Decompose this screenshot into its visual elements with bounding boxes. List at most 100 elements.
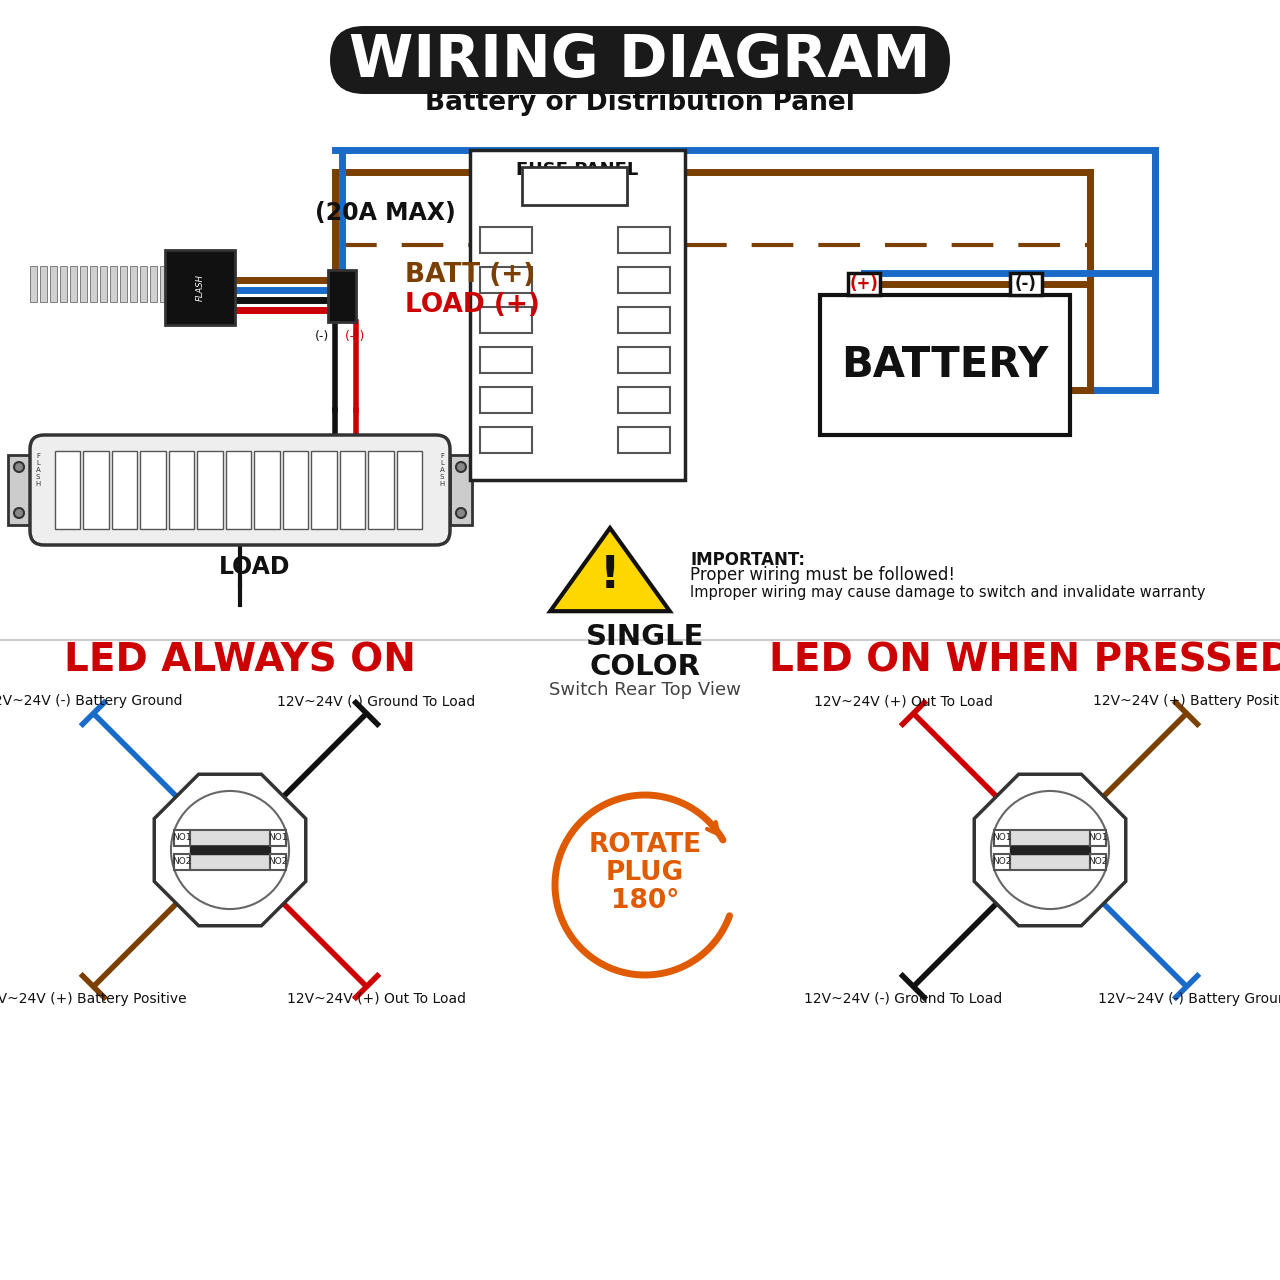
Bar xyxy=(270,829,285,846)
Bar xyxy=(111,451,137,529)
Bar xyxy=(480,268,532,293)
Bar xyxy=(1091,829,1106,846)
Bar xyxy=(328,270,356,323)
Bar xyxy=(100,266,108,302)
Bar xyxy=(160,266,166,302)
Bar xyxy=(189,846,270,854)
Text: (-): (-) xyxy=(315,330,329,343)
Bar xyxy=(1010,854,1091,870)
Text: LED ALWAYS ON: LED ALWAYS ON xyxy=(64,641,416,678)
Bar xyxy=(174,854,189,870)
Bar xyxy=(120,266,127,302)
Circle shape xyxy=(14,508,24,518)
Text: F
L
A
S
H: F L A S H xyxy=(36,453,41,486)
Circle shape xyxy=(456,508,466,518)
Bar xyxy=(283,451,308,529)
Bar xyxy=(150,266,157,302)
Bar xyxy=(369,451,393,529)
Text: NO2: NO2 xyxy=(1088,858,1107,867)
Text: BATT (+): BATT (+) xyxy=(404,262,535,288)
Text: 12V~24V (+) Out To Load: 12V~24V (+) Out To Load xyxy=(287,992,466,1006)
Bar xyxy=(50,266,58,302)
Text: 12V~24V (-) Ground To Load: 12V~24V (-) Ground To Load xyxy=(278,694,476,708)
Text: LOAD (+): LOAD (+) xyxy=(404,292,540,317)
Text: (20A MAX): (20A MAX) xyxy=(315,201,456,225)
Text: NO1: NO1 xyxy=(173,833,192,842)
Text: NO2: NO2 xyxy=(173,858,192,867)
Text: 12V~24V (-) Ground To Load: 12V~24V (-) Ground To Load xyxy=(804,992,1002,1006)
Bar xyxy=(618,428,669,453)
Text: FLASH: FLASH xyxy=(196,275,205,301)
Text: SINGLE
COLOR: SINGLE COLOR xyxy=(586,623,704,681)
Circle shape xyxy=(14,462,24,472)
Bar xyxy=(83,451,109,529)
Bar xyxy=(79,266,87,302)
Bar xyxy=(189,829,270,846)
Text: 12V~24V (-) Battery Ground: 12V~24V (-) Battery Ground xyxy=(0,694,182,708)
Bar xyxy=(311,451,337,529)
Text: 12V~24V (+) Battery Positive: 12V~24V (+) Battery Positive xyxy=(1093,694,1280,708)
Text: BATTERY: BATTERY xyxy=(841,344,1048,387)
Bar xyxy=(1091,854,1106,870)
Bar xyxy=(480,347,532,372)
Bar xyxy=(255,451,280,529)
Bar xyxy=(55,451,81,529)
Bar xyxy=(189,854,270,870)
Bar xyxy=(170,266,177,302)
Bar xyxy=(480,307,532,333)
Bar xyxy=(8,454,29,525)
Bar xyxy=(480,387,532,413)
Bar xyxy=(131,266,137,302)
Text: (+): (+) xyxy=(344,330,365,343)
Bar xyxy=(90,266,97,302)
Bar xyxy=(522,166,627,205)
Bar xyxy=(70,266,77,302)
Bar xyxy=(169,451,195,529)
Bar xyxy=(225,451,251,529)
Text: WIRING DIAGRAM: WIRING DIAGRAM xyxy=(349,32,931,88)
Text: ROTATE
PLUG
180°: ROTATE PLUG 180° xyxy=(589,832,701,914)
Bar xyxy=(480,428,532,453)
Bar xyxy=(165,250,236,325)
Bar xyxy=(140,266,147,302)
Text: NO1: NO1 xyxy=(269,833,288,842)
Bar xyxy=(110,266,116,302)
Text: NO2: NO2 xyxy=(269,858,288,867)
Text: Proper wiring must be followed!: Proper wiring must be followed! xyxy=(690,566,955,584)
Bar xyxy=(1010,846,1091,854)
Text: NO1: NO1 xyxy=(1088,833,1107,842)
Text: NO2: NO2 xyxy=(992,858,1011,867)
Bar xyxy=(480,227,532,253)
Text: LED ON WHEN PRESSED: LED ON WHEN PRESSED xyxy=(768,641,1280,678)
Text: Switch Rear Top View: Switch Rear Top View xyxy=(549,681,741,699)
Text: NO1: NO1 xyxy=(992,833,1011,842)
Polygon shape xyxy=(550,527,669,612)
Text: 12V~24V (+) Battery Positive: 12V~24V (+) Battery Positive xyxy=(0,992,187,1006)
Bar xyxy=(339,451,365,529)
Bar xyxy=(29,266,37,302)
Bar xyxy=(270,854,285,870)
Text: Improper wiring may cause damage to switch and invalidate warranty: Improper wiring may cause damage to swit… xyxy=(690,585,1206,599)
Text: Battery or Distribution Panel: Battery or Distribution Panel xyxy=(425,90,855,116)
Bar xyxy=(849,273,881,294)
Text: LOAD: LOAD xyxy=(219,556,291,579)
Bar xyxy=(995,829,1010,846)
Text: 12V~24V (-) Battery Ground: 12V~24V (-) Battery Ground xyxy=(1098,992,1280,1006)
Text: (+): (+) xyxy=(850,275,878,293)
Bar xyxy=(451,454,472,525)
Polygon shape xyxy=(974,774,1125,925)
Bar xyxy=(197,451,223,529)
Text: FUSE PANEL: FUSE PANEL xyxy=(516,161,639,179)
Bar xyxy=(397,451,422,529)
Bar xyxy=(618,227,669,253)
Bar xyxy=(618,347,669,372)
Text: (-): (-) xyxy=(1015,275,1037,293)
Text: 12V~24V (+) Out To Load: 12V~24V (+) Out To Load xyxy=(814,694,993,708)
Bar xyxy=(60,266,67,302)
Bar xyxy=(1010,273,1042,294)
Bar xyxy=(618,268,669,293)
Bar xyxy=(820,294,1070,435)
FancyBboxPatch shape xyxy=(29,435,451,545)
Bar xyxy=(995,854,1010,870)
Polygon shape xyxy=(155,774,306,925)
